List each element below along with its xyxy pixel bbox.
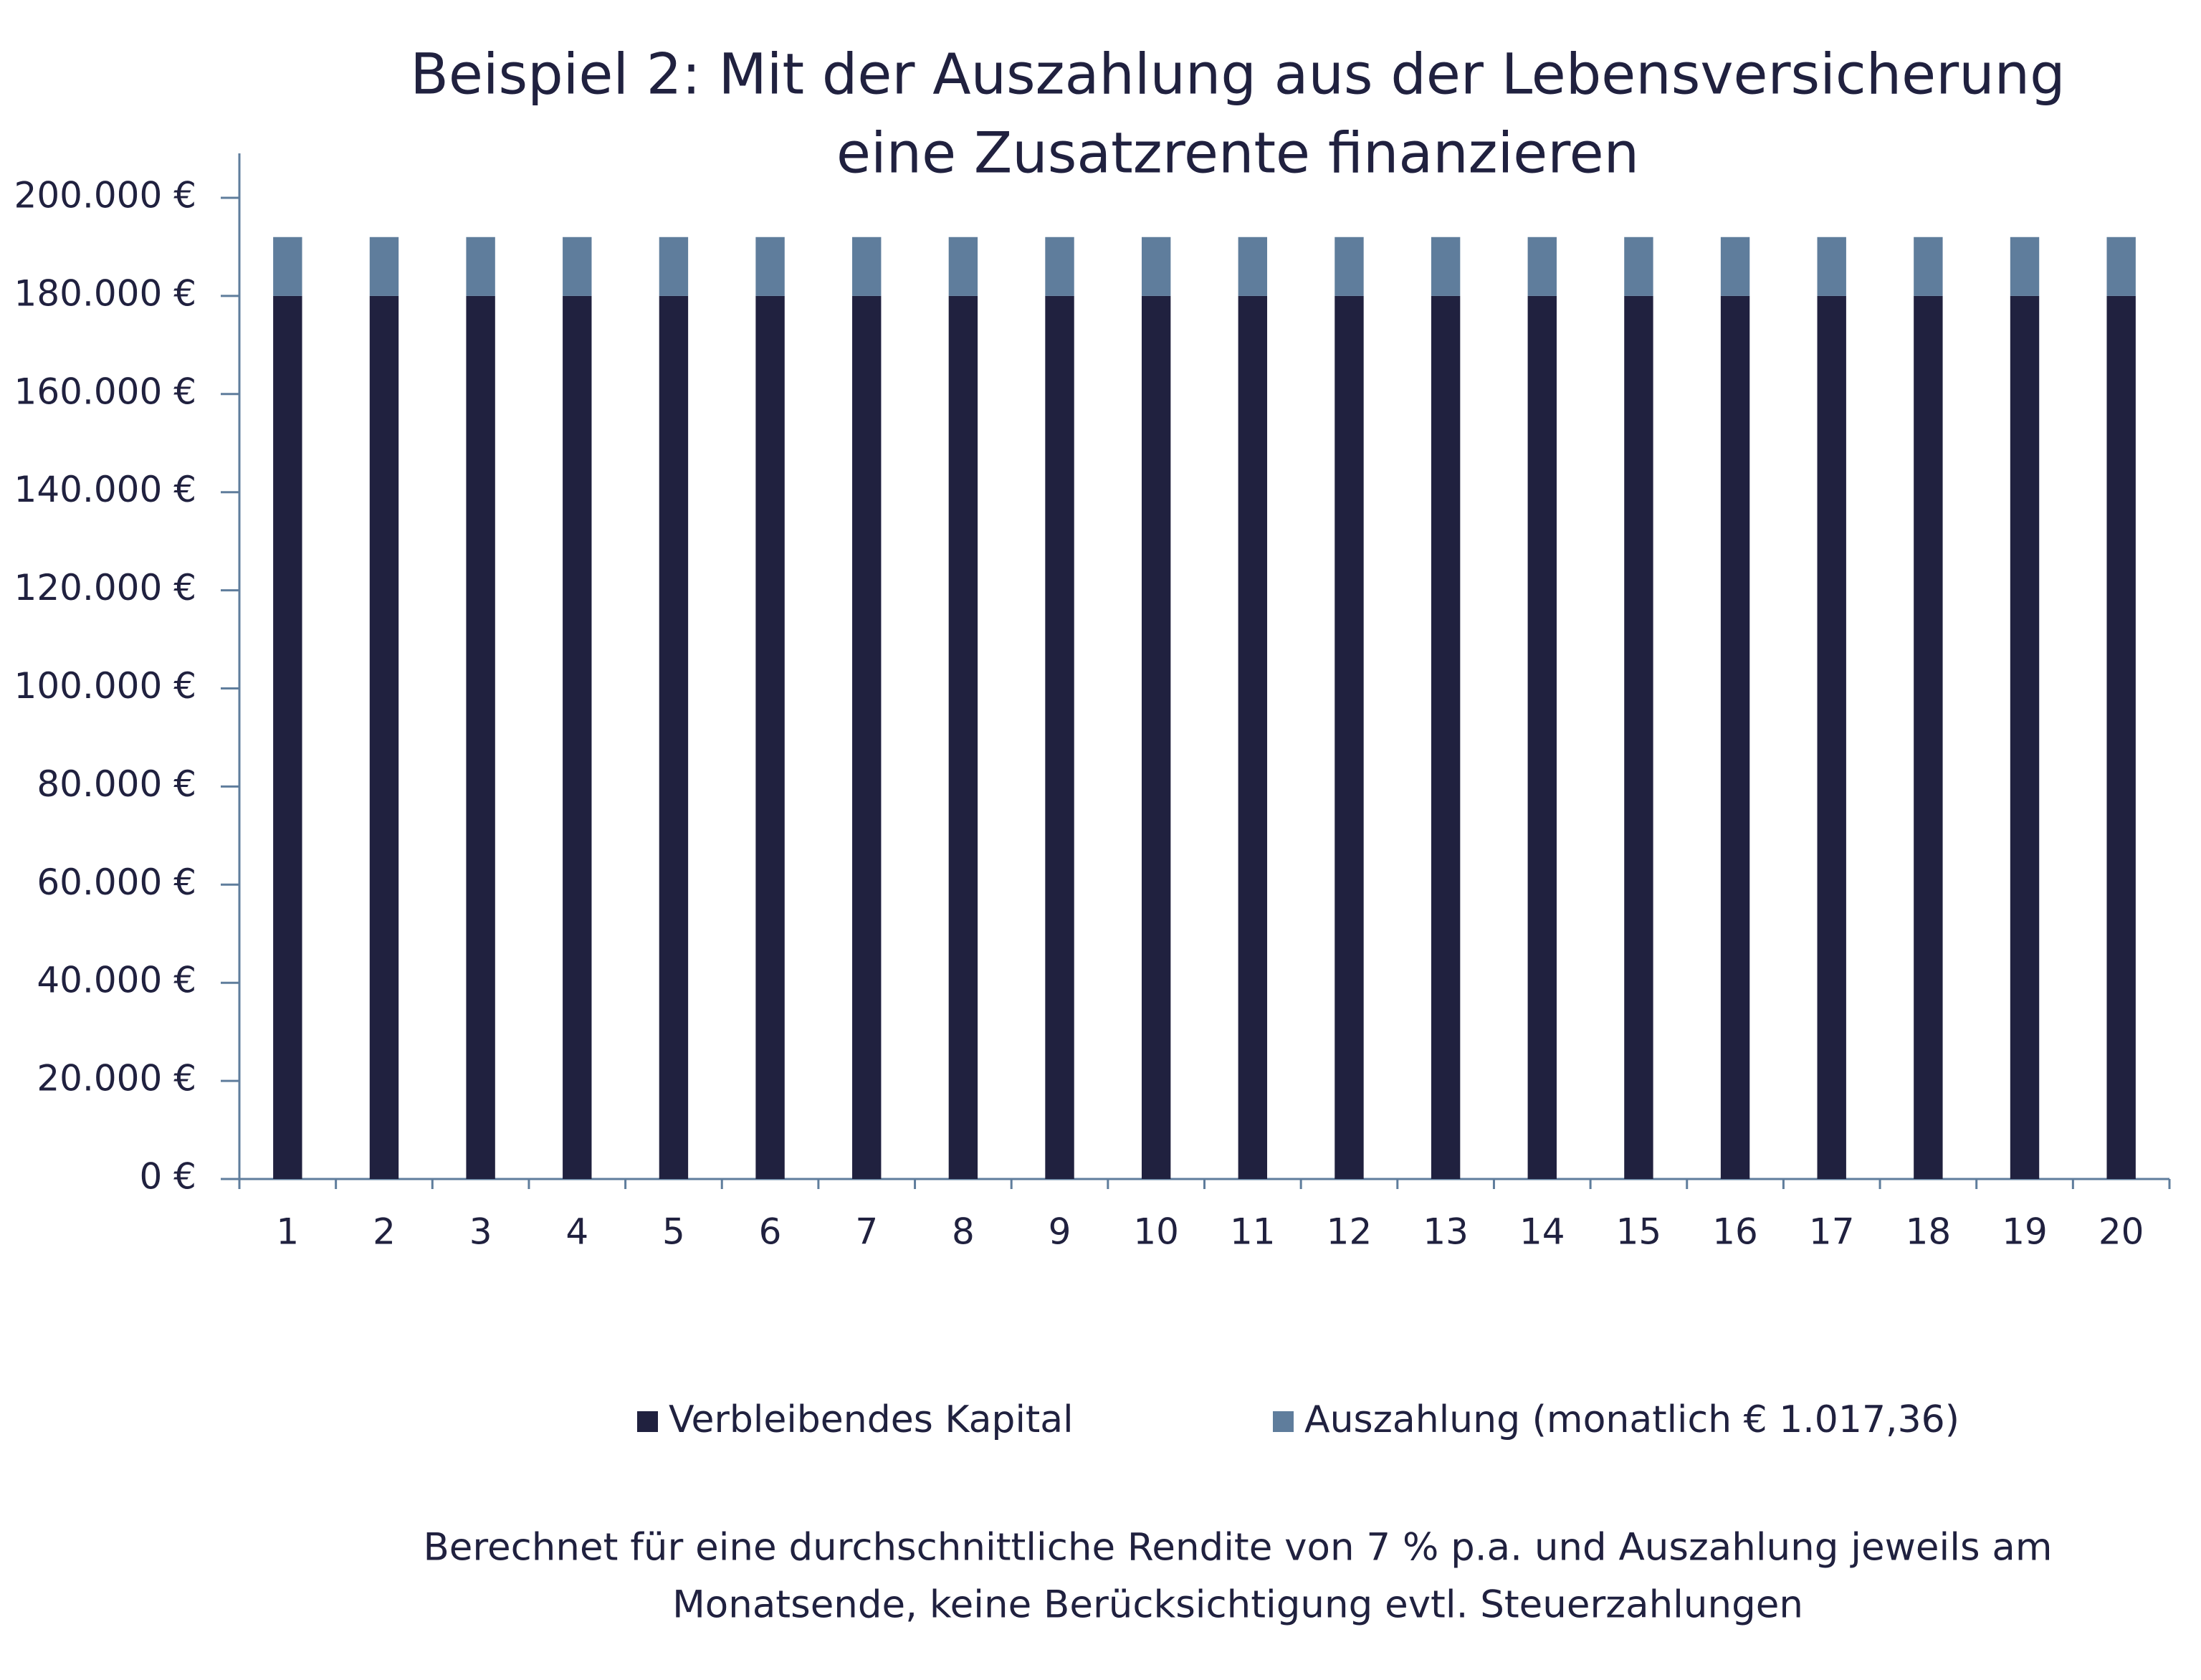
x-tick-label: 19: [2002, 1211, 2048, 1253]
y-tick-label: 200.000 €: [14, 175, 196, 216]
x-tick-label: 18: [1906, 1211, 1952, 1253]
bar-segment: [1720, 237, 1750, 296]
bar-segment: [852, 237, 882, 296]
bar-segment: [1045, 295, 1074, 1179]
legend-label: Verbleibendes Kapital: [669, 1398, 1074, 1441]
bar-segment: [1141, 295, 1171, 1179]
bar-segment: [1335, 295, 1364, 1179]
bar-segment: [948, 237, 978, 296]
bar-segment: [659, 237, 689, 296]
bar-segment: [369, 295, 399, 1179]
bar-segment: [948, 295, 978, 1179]
bar-segment: [2106, 295, 2136, 1179]
bar-segment: [2010, 237, 2040, 296]
x-tick-label: 15: [1616, 1211, 1662, 1253]
x-tick-label: 17: [1809, 1211, 1855, 1253]
bar-segment: [755, 295, 785, 1179]
x-tick-label: 11: [1230, 1211, 1276, 1253]
x-tick-label: 1: [276, 1211, 299, 1253]
y-tick-label: 100.000 €: [14, 665, 196, 707]
bar-segment: [1431, 295, 1461, 1179]
bar-segment: [1335, 237, 1364, 296]
bar-segment: [2010, 295, 2040, 1179]
y-tick-label: 180.000 €: [14, 272, 196, 314]
bar-segment: [1817, 295, 1846, 1179]
x-tick-label: 12: [1327, 1211, 1372, 1253]
y-tick-label: 120.000 €: [14, 567, 196, 608]
x-tick-label: 10: [1133, 1211, 1179, 1253]
bar-segment: [1624, 295, 1653, 1179]
legend-swatch: [1273, 1411, 1294, 1432]
bar-segment: [659, 295, 689, 1179]
x-tick-label: 13: [1423, 1211, 1469, 1253]
bar-segment: [1720, 295, 1750, 1179]
bar-segment: [852, 295, 882, 1179]
y-tick-label: 160.000 €: [14, 371, 196, 412]
bar-segment: [1817, 237, 1846, 296]
y-tick-label: 80.000 €: [37, 763, 196, 805]
x-tick-label: 14: [1519, 1211, 1565, 1253]
bar-segment: [273, 237, 302, 296]
bar-segment: [1914, 237, 1943, 296]
footnote: Berechnet für eine durchschnittliche Ren…: [423, 1526, 2052, 1570]
y-tick-label: 0 €: [139, 1156, 196, 1198]
bar-segment: [466, 237, 495, 296]
bar-segment: [273, 295, 302, 1179]
bar-segment: [466, 295, 495, 1179]
y-tick-label: 60.000 €: [37, 862, 196, 903]
chart-title: Beispiel 2: Mit der Auszahlung aus der L…: [410, 42, 2065, 107]
x-tick-label: 2: [373, 1211, 396, 1253]
bar-segment: [1914, 295, 1943, 1179]
x-tick-label: 16: [1712, 1211, 1758, 1253]
legend-label: Auszahlung (monatlich € 1.017,36): [1304, 1398, 1959, 1441]
x-tick-label: 9: [1049, 1211, 1071, 1253]
x-tick-label: 5: [662, 1211, 685, 1253]
chart-title: eine Zusatzrente finanzieren: [836, 121, 1639, 186]
bar-segment: [369, 237, 399, 296]
bar-segment: [563, 295, 592, 1179]
y-tick-label: 20.000 €: [37, 1058, 196, 1099]
footnote: Monatsende, keine Berücksichtigung evtl.…: [672, 1583, 1803, 1627]
x-tick-label: 7: [855, 1211, 878, 1253]
y-tick-label: 40.000 €: [37, 960, 196, 1001]
bar-segment: [1045, 237, 1074, 296]
bar-segment: [1431, 237, 1461, 296]
legend-swatch: [637, 1411, 658, 1432]
bar-segment: [1527, 295, 1557, 1179]
bar-segment: [1141, 237, 1171, 296]
y-tick-label: 140.000 €: [14, 469, 196, 510]
bar-segment: [1238, 237, 1268, 296]
x-tick-label: 20: [2099, 1211, 2144, 1253]
x-tick-label: 3: [469, 1211, 492, 1253]
x-tick-label: 4: [565, 1211, 588, 1253]
bar-segment: [1624, 237, 1653, 296]
bar-segment: [563, 237, 592, 296]
x-tick-label: 6: [759, 1211, 782, 1253]
bar-segment: [1527, 237, 1557, 296]
bar-segment: [1238, 295, 1268, 1179]
bar-segment: [755, 237, 785, 296]
x-tick-label: 8: [952, 1211, 975, 1253]
bar-segment: [2106, 237, 2136, 296]
